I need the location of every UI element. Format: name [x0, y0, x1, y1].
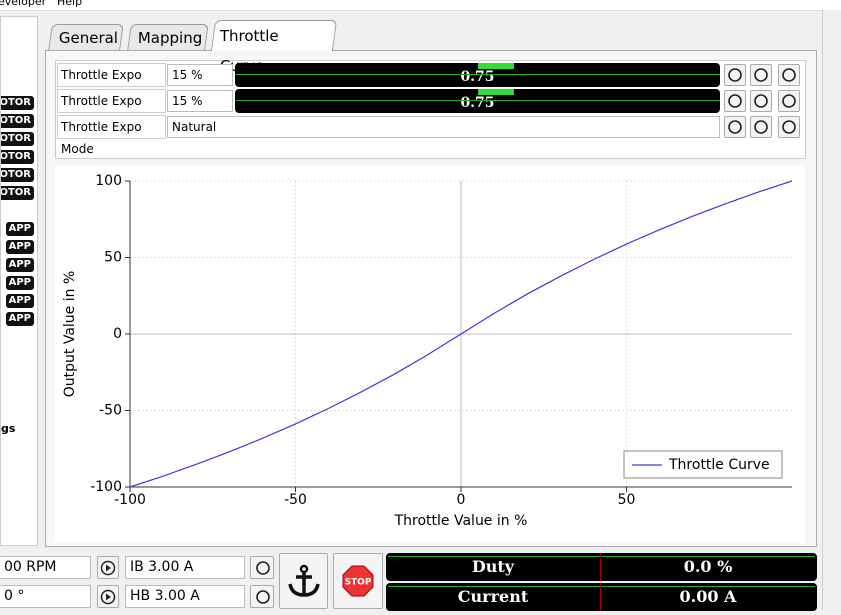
setting-label: Throttle Expo Mode	[57, 115, 166, 156]
tool-button[interactable]	[750, 116, 772, 138]
motor-tag: MOTOR	[1, 132, 34, 146]
spinbox[interactable]: IB 3.00 A	[125, 556, 245, 579]
app-tag: APP	[5, 312, 34, 326]
menu-item[interactable]: eveloper	[0, 0, 47, 8]
y-tick-label: 50	[104, 250, 122, 266]
setting-label: Throttle Expo Brake	[57, 89, 166, 130]
mode-button[interactable]	[250, 556, 274, 579]
icon	[100, 560, 116, 576]
tool-button[interactable]	[778, 64, 800, 86]
icon	[728, 120, 742, 134]
readout-value: 0.00 A	[679, 587, 737, 606]
app-tag: APP	[5, 222, 34, 236]
menu-bar	[0, 0, 841, 11]
icon	[728, 68, 742, 82]
readout-divider	[600, 553, 601, 581]
tab-label: Mapping	[137, 29, 203, 47]
tool-button[interactable]	[724, 64, 746, 86]
y-tick-label: 100	[95, 173, 122, 189]
setting-label: Throttle Expo	[57, 63, 166, 87]
stop-button[interactable]: STOP	[333, 553, 383, 609]
x-tick-label: -50	[284, 492, 307, 508]
motor-tag: MOTOR	[1, 114, 34, 128]
bar-line	[235, 74, 720, 75]
chart: -100 -50 0 50 -100 -50 0 50 100 Throttle Value in…	[55, 165, 805, 543]
setting-bar: 0.75	[235, 89, 720, 113]
icon	[782, 68, 796, 82]
bar-marker	[478, 63, 514, 69]
readout-line	[388, 586, 815, 587]
icon	[754, 94, 768, 108]
sidebar-note: gs	[1, 422, 16, 435]
right-toolbar	[822, 10, 841, 610]
stop-label: STOP	[345, 578, 372, 588]
current-readout: Current 0.00 A	[386, 583, 817, 611]
readout-line	[388, 556, 815, 557]
motor-tag: MOTOR	[1, 150, 34, 164]
tool-button[interactable]	[750, 64, 772, 86]
icon	[782, 94, 796, 108]
y-tick-label: -100	[90, 479, 122, 495]
duty-readout: Duty 0.0 %	[386, 553, 817, 581]
tab[interactable]: Mapping	[127, 24, 209, 50]
icon	[782, 120, 796, 134]
anchor-icon	[288, 564, 320, 597]
app-tag: APP	[5, 240, 34, 254]
readout-value: 0.0 %	[683, 557, 733, 576]
legend-label: Throttle Curve	[668, 457, 770, 473]
setting-spinbox[interactable]: 15 %	[167, 90, 233, 112]
bar-marker	[478, 89, 514, 95]
spinbox[interactable]: 00 RPM	[0, 556, 91, 579]
app-tag: APP	[5, 276, 34, 290]
play-button[interactable]	[97, 556, 119, 579]
spinbox[interactable]: 0 °	[0, 585, 91, 608]
setting-combobox[interactable]: Natural	[167, 116, 720, 138]
mode-button[interactable]	[250, 585, 274, 608]
spinbox[interactable]: HB 3.00 A	[125, 585, 245, 608]
tool-button[interactable]	[778, 90, 800, 112]
y-tick-label: 0	[113, 326, 122, 342]
play-button[interactable]	[97, 585, 119, 608]
x-tick-label: 0	[457, 492, 466, 508]
series-line	[129, 180, 793, 488]
icon	[256, 561, 270, 575]
tab[interactable]: General	[48, 24, 124, 50]
readout-label: Duty	[471, 557, 515, 576]
tool-button[interactable]	[724, 116, 746, 138]
app-tag: APP	[5, 258, 34, 272]
icon	[100, 589, 116, 605]
anchor-button[interactable]	[279, 553, 328, 609]
icon	[728, 94, 742, 108]
icon	[754, 68, 768, 82]
menu-item[interactable]: Help	[57, 0, 83, 8]
x-tick-label: 50	[618, 492, 636, 508]
tab-label: General	[58, 29, 118, 47]
icon	[256, 590, 270, 604]
icon	[754, 120, 768, 134]
motor-tag: MOTOR	[1, 186, 34, 200]
motor-tag: MOTOR	[1, 96, 34, 110]
x-tick-label: -100	[114, 492, 146, 508]
motor-tag: MOTOR	[1, 168, 34, 182]
readout-divider	[600, 583, 601, 611]
y-tick-label: -50	[99, 403, 122, 419]
tool-button[interactable]	[778, 116, 800, 138]
sidebar: MOTOR MOTOR MOTOR MOTOR MOTOR MOTOR APP APP APP A…	[0, 16, 38, 546]
app-tag: APP	[5, 294, 34, 308]
stop-icon: STOP	[342, 565, 374, 597]
readout-label: Current	[457, 587, 529, 606]
tool-button[interactable]	[750, 90, 772, 112]
setting-bar: 0.75	[235, 63, 720, 87]
y-axis-label: Output Value in %	[62, 271, 78, 398]
bar-line	[235, 100, 720, 101]
tool-button[interactable]	[724, 90, 746, 112]
x-axis-label: Throttle Value in %	[394, 513, 528, 529]
tab[interactable]: Throttle Curve	[210, 20, 338, 75]
setting-spinbox[interactable]: 15 %	[167, 64, 233, 86]
